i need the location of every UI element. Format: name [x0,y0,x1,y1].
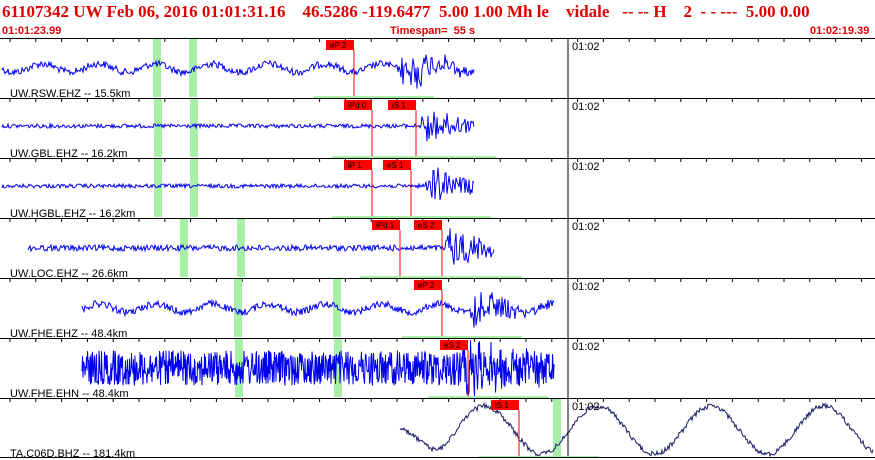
station-label: TA.C06D.BHZ -- 181.4km [10,448,135,460]
end-time: 01:02:19.39 [810,25,870,37]
event-title: 61107342 UW Feb 06, 2016 01:01:31.16 46.… [2,2,810,21]
coda-window-marker [190,159,198,217]
pick-label: iS 1 [495,401,509,410]
coda-window-marker [234,279,242,337]
pick-flag[interactable] [440,340,468,350]
waveform-trace [27,228,495,265]
channel-row[interactable]: eS 2 01:02 UW.FHE.EHN -- 48.4km [0,338,875,400]
pick-label: iPd 1 [376,221,395,230]
station-label: UW.RSW.EHZ -- 15.5km [10,88,130,100]
coda-window-marker [190,99,198,157]
station-label: UW.FHE.EHZ -- 48.4km [10,328,127,340]
pick-flag[interactable] [491,400,519,410]
pick-flag[interactable] [372,220,400,230]
pick-label: iS 1 [392,101,406,110]
minute-time-label: 01:02 [572,281,600,293]
coda-window-marker [553,399,561,457]
station-label: UW.HGBL.EHZ -- 16.2km [10,208,135,220]
minute-time-label: 01:02 [572,101,600,113]
waveform-trace [399,402,874,458]
seismogram-panel[interactable]: eP 2 01:02 UW.RSW.EHZ -- 15.5km iPd 0 iS 1 01… [0,38,875,460]
station-label: UW.LOC.EHZ -- 26.6km [10,268,128,280]
channel-row[interactable]: iPd 0 iS 1 01:02 UW.GBL.EHZ -- 16.2km [0,98,875,160]
pick-label: eP 2 [418,281,435,290]
start-time: 01:01:23.99 [2,25,62,37]
coda-window-marker [154,159,162,217]
pick-flag[interactable] [344,100,372,110]
minute-time-label: 01:02 [572,161,600,173]
waveform-trace [1,167,475,200]
waveform-trace [1,54,475,89]
channel-row[interactable]: iP 1 eS 1 01:02 UW.HGBL.EHZ -- 16.2km [0,158,875,220]
coda-window-marker [334,339,342,397]
station-label: UW.GBL.EHZ -- 16.2km [10,148,127,160]
pick-label: eP 2 [330,41,347,50]
pick-flag[interactable] [414,280,442,290]
pick-label: eS 2 [418,221,435,230]
pick-label: iPd 0 [348,101,367,110]
minute-time-label: 01:02 [572,221,600,233]
channel-row[interactable]: eP 2 01:02 UW.RSW.EHZ -- 15.5km [0,38,875,100]
timespan-label: Timespan= 55 s [390,25,476,37]
pick-label: eS 2 [444,341,461,350]
waveform-trace [81,291,555,328]
channel-row[interactable]: iPd 1 eS 2 01:02 UW.LOC.EHZ -- 26.6km [0,218,875,280]
pick-label: eS 1 [387,161,404,170]
coda-window-marker [333,279,341,337]
waveform-trace [81,340,555,397]
pick-flag[interactable] [344,160,372,170]
pick-flag[interactable] [388,100,416,110]
minute-time-label: 01:02 [572,41,600,53]
coda-window-marker [153,39,161,97]
pick-label: iP 1 [348,161,362,170]
minute-time-label: 01:02 [572,401,600,413]
waveform-trace [1,111,475,142]
pick-flag[interactable] [383,160,411,170]
event-header: 61107342 UW Feb 06, 2016 01:01:31.16 46.… [0,0,875,38]
minute-time-label: 01:02 [572,341,600,353]
channel-row[interactable]: iS 1 01:02 TA.C06D.BHZ -- 181.4km [0,398,875,460]
channel-row[interactable]: eP 2 01:02 UW.FHE.EHZ -- 48.4km [0,278,875,340]
pick-flag[interactable] [326,40,354,50]
coda-window-marker [154,99,162,157]
pick-flag[interactable] [414,220,442,230]
station-label: UW.FHE.EHN -- 48.4km [10,388,129,400]
